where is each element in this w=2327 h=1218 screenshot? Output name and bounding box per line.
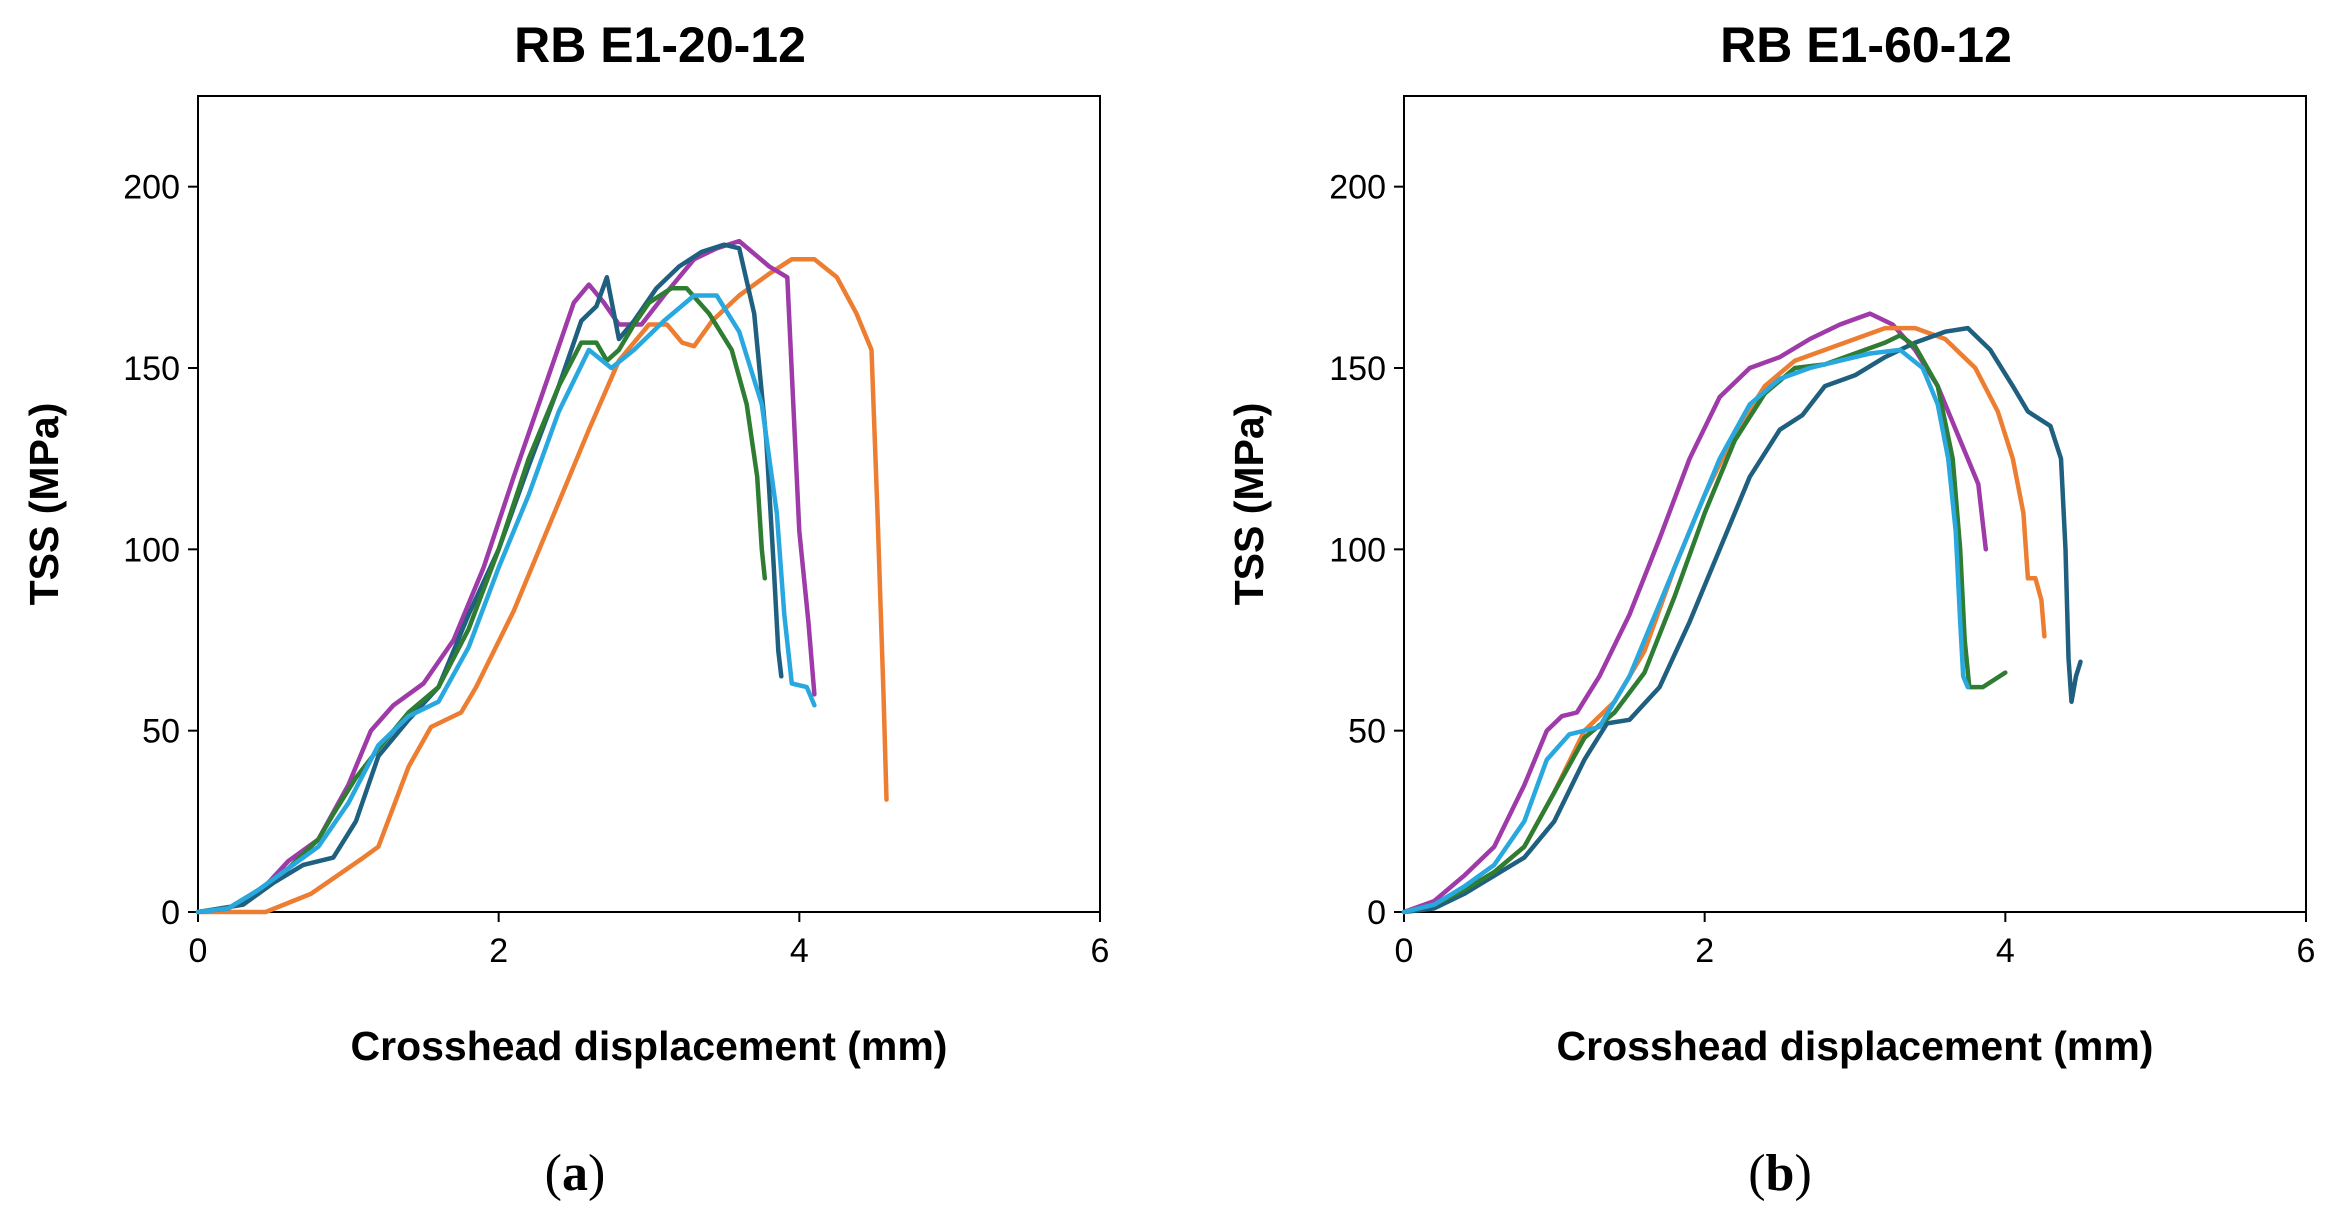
series-line-darkblue [195, 242, 784, 915]
panel-label-b: (b) [1748, 1145, 1812, 1202]
y-tick-label: 50 [142, 713, 180, 751]
x-tick-label: 2 [1695, 932, 1714, 970]
y-tick-label: 100 [1329, 531, 1386, 569]
x-tick-label: 2 [489, 932, 508, 970]
series-line-lightblue [195, 293, 817, 915]
y-tick-label: 0 [1367, 894, 1386, 932]
y-axis-b: 0 50 100 150 200 [1329, 169, 1404, 932]
y-axis-a: 0 50 100 150 200 [123, 169, 198, 932]
panel-label-a: (a) [545, 1145, 606, 1202]
y-tick-label: 200 [123, 169, 180, 207]
x-axis-label-a: Crosshead displacement (mm) [351, 1023, 948, 1069]
plot-area-b [1403, 95, 2307, 913]
chart-panel-b: RB E1-60-12 0 50 100 150 200 0 2 4 6 Crosshead … [1226, 17, 2315, 1202]
y-tick-label: 0 [161, 894, 180, 932]
x-tick-label: 4 [790, 932, 809, 970]
x-tick-label: 6 [1091, 932, 1110, 970]
series-line-darkblue [1401, 325, 2083, 915]
panel-letter-b: b [1766, 1145, 1795, 1202]
y-axis-label-b: TSS (MPa) [1226, 403, 1272, 606]
y-tick-label: 100 [123, 531, 180, 569]
series-group-b [1401, 311, 2083, 915]
y-tick-label: 50 [1348, 713, 1386, 751]
chart-title-b: RB E1-60-12 [1720, 17, 2012, 73]
panel-letter-a: a [562, 1145, 588, 1202]
x-tick-label: 0 [189, 932, 208, 970]
x-tick-label: 4 [1996, 932, 2015, 970]
y-tick-label: 150 [123, 350, 180, 388]
series-line-lightblue [1401, 347, 1971, 915]
chart-panel-a: RB E1-20-12 0 50 100 150 200 0 2 4 6 Crosshead … [21, 17, 1109, 1202]
series-line-purple [195, 238, 817, 915]
x-tick-label: 6 [2297, 932, 2316, 970]
plot-area-a [197, 95, 1101, 913]
x-axis-b: 0 2 4 6 [1395, 912, 2316, 970]
y-tick-label: 200 [1329, 169, 1386, 207]
x-tick-label: 0 [1395, 932, 1414, 970]
chart-title-a: RB E1-20-12 [514, 17, 806, 73]
y-axis-label-a: TSS (MPa) [21, 403, 67, 606]
y-tick-label: 150 [1329, 350, 1386, 388]
x-axis-a: 0 2 4 6 [189, 912, 1110, 970]
series-group-a [195, 238, 889, 915]
series-line-green [195, 285, 768, 915]
series-line-green [1401, 333, 2008, 915]
x-axis-label-b: Crosshead displacement (mm) [1557, 1023, 2154, 1069]
